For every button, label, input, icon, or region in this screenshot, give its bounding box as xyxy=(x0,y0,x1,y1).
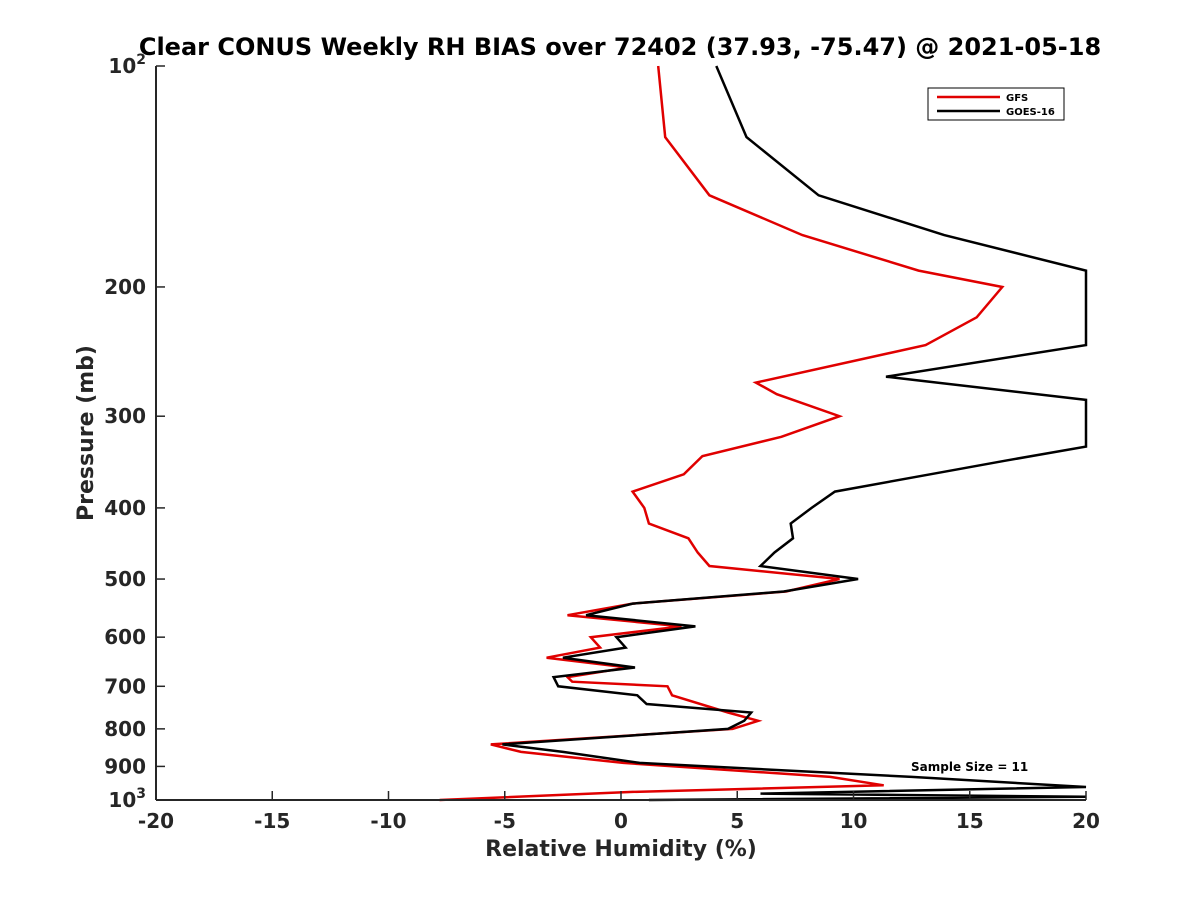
x-axis-label: Relative Humidity (%) xyxy=(485,837,757,862)
y-tick-label: 300 xyxy=(104,404,146,428)
y-tick-label: 400 xyxy=(104,496,146,520)
y-tick-label: 600 xyxy=(104,625,146,649)
legend-box xyxy=(927,87,1065,121)
legend-label-goes16: GOES-16 xyxy=(1006,107,1055,118)
x-tick-label: 5 xyxy=(730,809,744,833)
series-line-goes16 xyxy=(502,65,1088,802)
legend-label-gfs: GFS xyxy=(1006,93,1028,104)
y-tick-label-decade: 103 xyxy=(108,786,146,812)
x-tick-label: 10 xyxy=(840,809,868,833)
x-tick-label: -5 xyxy=(494,809,516,833)
x-tick-label: -20 xyxy=(138,809,174,833)
x-tick-label: 0 xyxy=(614,809,628,833)
y-ticks: 200 300 400 500 600 700 800 900 102 103 xyxy=(104,52,165,812)
x-tick-label: -10 xyxy=(370,809,406,833)
y-tick-label: 900 xyxy=(104,754,146,778)
y-tick-label-decade: 102 xyxy=(108,52,146,78)
y-axis-label: Pressure (mb) xyxy=(74,345,99,521)
sample-size-annotation: Sample Size = 11 xyxy=(911,760,1028,774)
y-tick-label: 500 xyxy=(104,567,146,591)
series-lines xyxy=(439,65,1088,802)
y-tick-label: 700 xyxy=(104,674,146,698)
y-tick-label: 200 xyxy=(104,275,146,299)
legend: GFS GOES-16 xyxy=(927,87,1065,121)
x-ticks: -20 -15 -10 -5 0 5 10 15 20 xyxy=(138,791,1100,833)
x-tick-label: 15 xyxy=(956,809,984,833)
y-tick-label: 800 xyxy=(104,717,146,741)
chart-title: Clear CONUS Weekly RH BIAS over 72402 (3… xyxy=(139,33,1101,61)
x-tick-label: 20 xyxy=(1072,809,1100,833)
x-tick-label: -15 xyxy=(254,809,290,833)
